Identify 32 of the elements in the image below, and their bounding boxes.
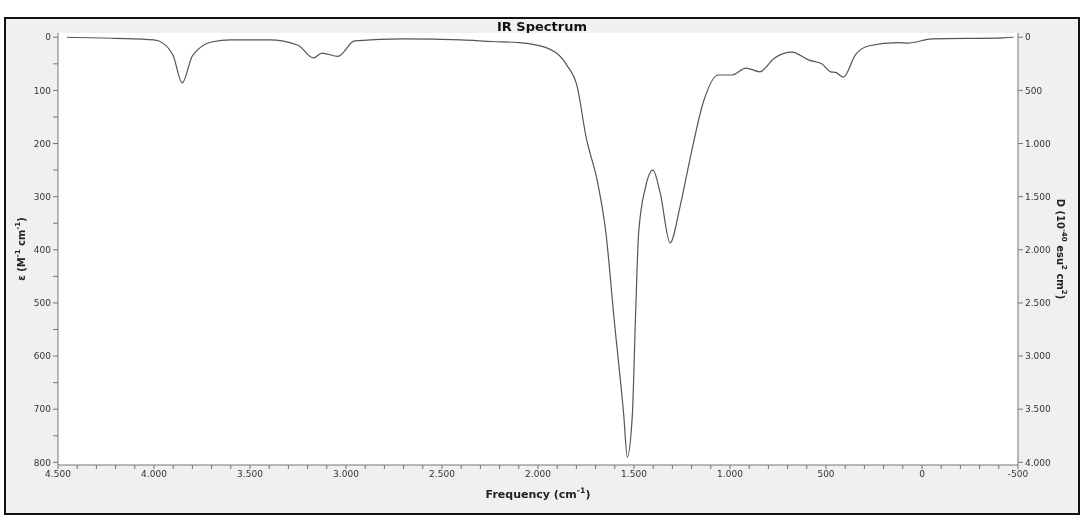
y2-tick-label: 2.000 [1025, 244, 1052, 255]
y2-tick-label: 3.500 [1025, 404, 1052, 415]
y-tick-label: 300 [33, 191, 52, 202]
x-tick-label: 0 [919, 469, 926, 480]
x-tick-label: 3.000 [333, 469, 360, 480]
y-tick-label: 0 [45, 32, 52, 43]
y2-tick-label: 0 [1025, 32, 1031, 43]
y2-tick-label: 3.000 [1025, 351, 1052, 362]
line-series [66, 36, 1015, 458]
y2-tick-label: 500 [1025, 85, 1043, 96]
y2-tick-label: 2.500 [1025, 298, 1052, 309]
chart-title: IR Spectrum [496, 19, 588, 34]
y-tick-label: 700 [33, 404, 52, 415]
y-tick-label: 400 [33, 244, 52, 255]
x-tick-label: 2.500 [429, 469, 456, 480]
y2-tick-label: 1.500 [1025, 191, 1052, 202]
y-tick-label: 600 [33, 351, 52, 362]
y2-tick-label: 1.000 [1025, 138, 1052, 149]
x-tick-label: 1.500 [621, 469, 648, 480]
x-tick-label: 3.500 [237, 469, 264, 480]
y2-tick-label: 4.000 [1025, 457, 1052, 468]
y-tick-label: 500 [33, 298, 52, 309]
x-axis-title: Frequency (cm$^{-1}$) [485, 485, 591, 501]
x-tick-label: -500 [1007, 469, 1029, 480]
x-tick-label: 1.000 [717, 469, 744, 480]
x-tick-label: 4.000 [141, 469, 168, 480]
y-tick-label: 100 [33, 85, 52, 96]
y-tick-label: 800 [33, 457, 52, 468]
y-tick-label: 200 [33, 138, 52, 149]
x-tick-label: 500 [817, 469, 835, 480]
x-tick-label: 4.500 [45, 469, 72, 480]
x-tick-label: 2.000 [525, 469, 552, 480]
